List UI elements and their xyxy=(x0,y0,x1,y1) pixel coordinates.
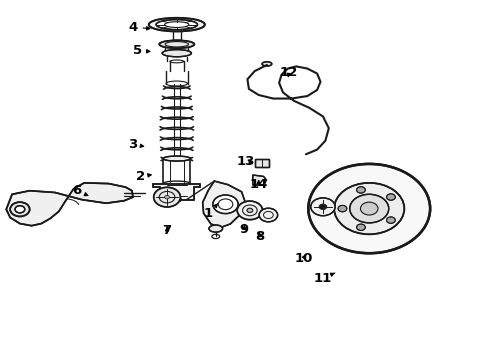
Ellipse shape xyxy=(237,201,263,220)
Ellipse shape xyxy=(259,208,278,222)
Ellipse shape xyxy=(165,195,170,199)
Text: 12: 12 xyxy=(280,66,298,78)
Text: 3: 3 xyxy=(128,138,144,151)
Ellipse shape xyxy=(247,208,253,212)
Ellipse shape xyxy=(213,195,238,213)
Ellipse shape xyxy=(162,50,192,57)
Polygon shape xyxy=(153,184,200,200)
Circle shape xyxy=(361,202,378,215)
Ellipse shape xyxy=(10,202,30,216)
Polygon shape xyxy=(6,183,133,226)
Ellipse shape xyxy=(262,62,272,66)
Ellipse shape xyxy=(154,187,180,207)
Ellipse shape xyxy=(15,206,25,213)
Text: 13: 13 xyxy=(237,155,255,168)
Text: 6: 6 xyxy=(73,184,88,197)
Ellipse shape xyxy=(311,198,335,216)
Polygon shape xyxy=(253,175,267,185)
Ellipse shape xyxy=(209,225,222,232)
Text: 10: 10 xyxy=(294,252,313,265)
Ellipse shape xyxy=(163,156,191,161)
Circle shape xyxy=(334,183,404,234)
Ellipse shape xyxy=(156,19,197,30)
Circle shape xyxy=(387,217,395,223)
Ellipse shape xyxy=(172,198,181,202)
Text: 7: 7 xyxy=(163,224,172,237)
Circle shape xyxy=(387,194,395,200)
Circle shape xyxy=(319,204,327,210)
Text: 9: 9 xyxy=(240,223,248,236)
Polygon shape xyxy=(255,158,270,167)
Circle shape xyxy=(338,205,347,212)
Text: 14: 14 xyxy=(249,178,268,191)
Ellipse shape xyxy=(159,40,195,48)
Text: 11: 11 xyxy=(314,272,335,285)
Text: 5: 5 xyxy=(133,44,150,57)
Text: 1: 1 xyxy=(204,204,218,220)
Text: 4: 4 xyxy=(128,21,150,33)
Text: 8: 8 xyxy=(255,230,264,243)
Polygon shape xyxy=(202,181,245,228)
Circle shape xyxy=(357,224,366,230)
Ellipse shape xyxy=(149,18,205,31)
Circle shape xyxy=(350,194,389,223)
Circle shape xyxy=(308,164,430,253)
Text: 2: 2 xyxy=(136,170,151,183)
Circle shape xyxy=(357,187,366,193)
